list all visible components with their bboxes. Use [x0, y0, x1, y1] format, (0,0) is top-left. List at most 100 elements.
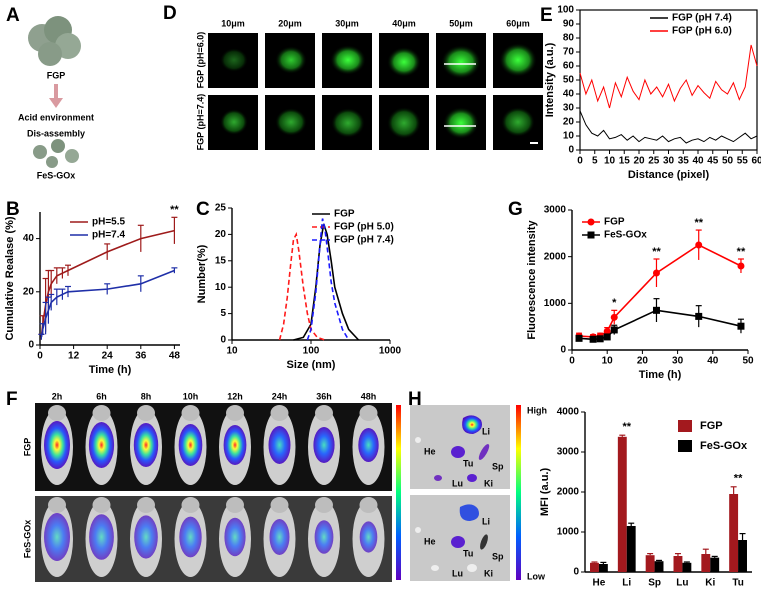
time-label: 12h [227, 391, 243, 401]
colorbar-label: Low [527, 571, 546, 581]
x-tick-label: 30 [663, 156, 675, 167]
legend-label: pH=7.4 [92, 230, 126, 241]
y-tick-label: 2000 [544, 251, 567, 262]
y-tick-label: 15 [215, 255, 227, 266]
annotation: ** [737, 246, 746, 258]
signal [88, 422, 115, 468]
annotation: * [612, 297, 617, 309]
x-axis-label: Size (nm) [287, 359, 336, 371]
bar [626, 526, 636, 572]
marker [737, 262, 745, 270]
signal [313, 427, 335, 463]
marker [603, 333, 611, 341]
row-label: FGP (pH=7.4) [195, 94, 205, 151]
line [40, 269, 175, 338]
y-axis-label: Intensity (a.u.) [544, 42, 556, 117]
y-axis-label: Fluorescence intensity [526, 220, 538, 340]
time-label: 10h [183, 391, 199, 401]
mouse-head [359, 497, 378, 513]
y-tick-label: 20 [563, 117, 575, 128]
y-tick-label: 40 [563, 89, 575, 100]
y-axis-label: Cumulative Realase (%) [4, 216, 16, 340]
marker [589, 335, 597, 343]
bar [654, 561, 664, 572]
diagram-label: FGP [47, 70, 66, 80]
x-tick-label: 30 [672, 356, 684, 367]
x-tick-label: Sp [648, 578, 661, 589]
signal [269, 519, 290, 555]
signal [134, 515, 158, 559]
y-tick-label: 0 [28, 340, 34, 351]
y-tick-label: 90 [563, 19, 575, 30]
organ-label: He [424, 536, 436, 546]
legend-label: FGP [700, 420, 723, 432]
panel-label: F [6, 389, 18, 410]
y-tick-label: 40 [23, 233, 35, 244]
bar [710, 557, 720, 572]
x-axis-label: Time (h) [639, 369, 682, 381]
mouse-head [137, 497, 155, 513]
x-tick-label: 5 [592, 156, 598, 167]
signal [44, 421, 70, 469]
x-tick-label: 20 [633, 156, 645, 167]
time-label: 36h [316, 391, 332, 401]
bar [645, 555, 655, 572]
line [306, 218, 350, 341]
legend-label: FGP (pH 7.4) [672, 13, 732, 24]
signal [44, 513, 70, 561]
x-tick-label: 45 [707, 156, 719, 167]
time-label: 8h [141, 391, 152, 401]
panel-label: D [163, 3, 177, 24]
mouse-head [226, 405, 244, 421]
organ-label: Lu [452, 478, 463, 488]
legend-label: FeS-GOx [700, 440, 748, 452]
y-tick-label: 10 [215, 282, 227, 293]
column-label: 50μm [449, 18, 473, 28]
y-tick-label: 5 [220, 308, 226, 319]
microscopy-art [208, 33, 543, 150]
signal [224, 517, 246, 557]
x-axis-label: Time (h) [89, 364, 132, 376]
x-tick-label: Lu [676, 578, 688, 589]
x-tick-label: 0 [37, 351, 43, 362]
bar [738, 540, 747, 572]
annotation: ** [170, 204, 179, 216]
diagram-label: Acid environment [18, 112, 94, 122]
mouse-head [315, 405, 333, 421]
organ-label: Sp [492, 551, 504, 561]
signal [179, 516, 202, 558]
mouse-head [92, 497, 111, 513]
y-tick-label: 70 [563, 47, 575, 58]
organ-label: Ki [484, 568, 493, 578]
y-tick-label: 30 [563, 103, 575, 114]
x-tick-label: 10 [604, 156, 616, 167]
organ-label: Lu [452, 568, 463, 578]
x-tick-label: 40 [707, 356, 719, 367]
y-tick-label: 4000 [557, 407, 580, 418]
diagram-label: FeS-GOx [37, 170, 76, 180]
y-tick-label: 25 [215, 203, 227, 214]
x-tick-label: He [593, 578, 606, 589]
signal [358, 428, 379, 462]
marker [610, 326, 618, 334]
line [278, 231, 326, 341]
row-label: FeS-GOx [22, 520, 32, 559]
x-tick-label: 55 [737, 156, 749, 167]
organ-label: Tu [463, 548, 473, 558]
x-tick-label: 1000 [379, 346, 402, 357]
legend-label: FeS-GOx [604, 230, 647, 241]
legend-label: pH=5.5 [92, 217, 126, 228]
x-tick-label: 100 [303, 346, 320, 357]
y-tick-label: 60 [563, 61, 575, 72]
line [579, 44, 758, 109]
y-tick-label: 0 [568, 145, 574, 156]
column-label: 60μm [506, 18, 530, 28]
x-tick-label: 60 [751, 156, 761, 167]
marker [695, 312, 703, 320]
column-label: 40μm [392, 18, 416, 28]
legend-label: FGP (pH 5.0) [334, 222, 394, 233]
panel-label: H [408, 389, 422, 410]
legend-marker [587, 231, 595, 239]
organ-label: Tu [463, 458, 473, 468]
panel-label: B [6, 199, 20, 220]
